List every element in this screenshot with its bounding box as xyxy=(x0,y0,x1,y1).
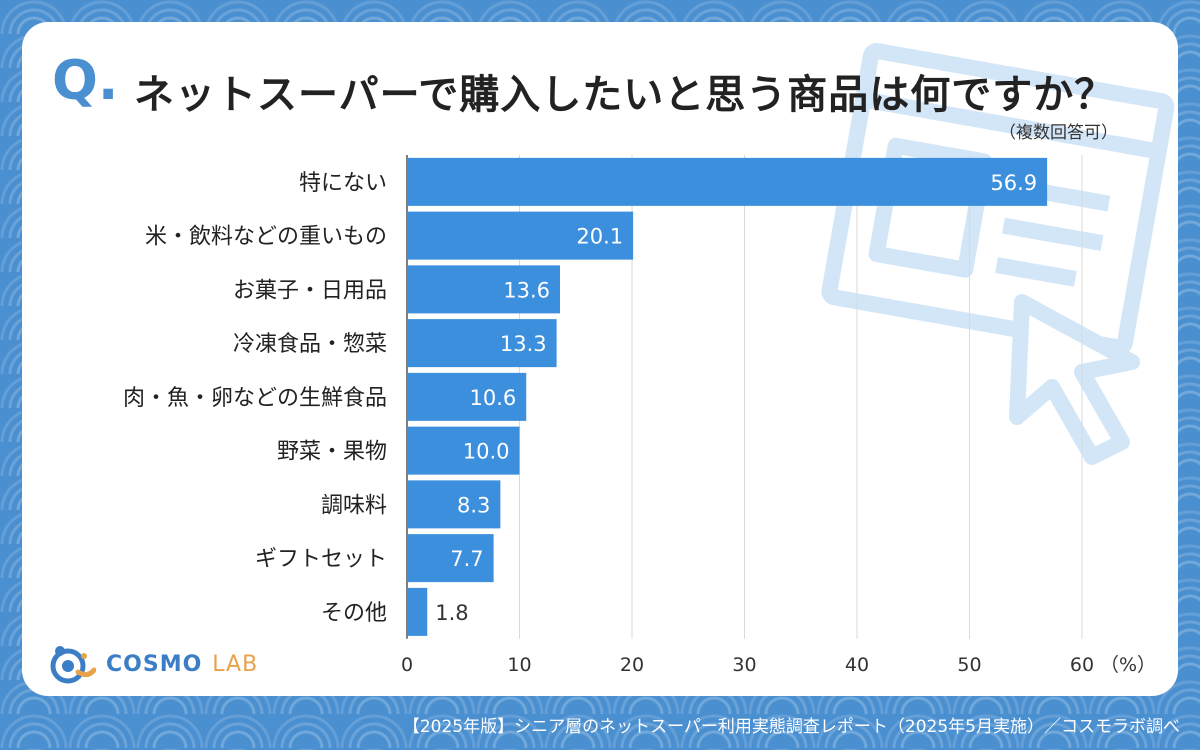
bar xyxy=(407,587,428,636)
question-mark-label: Q. xyxy=(52,49,119,112)
category-label: 野菜・果物 xyxy=(277,440,387,465)
category-label: お菓子・日用品 xyxy=(233,278,387,303)
value-label: 7.7 xyxy=(450,547,483,571)
value-label: 56.9 xyxy=(990,171,1037,195)
chart-subtitle: （複数回答可） xyxy=(999,123,1118,143)
x-tick-label: 20 xyxy=(620,654,644,676)
value-label: 1.8 xyxy=(435,601,468,625)
value-label: 10.0 xyxy=(463,440,510,464)
x-tick-label: 60 xyxy=(1070,654,1094,676)
value-label: 8.3 xyxy=(457,493,490,517)
bar-chart: 0 10 20 30 40 50 60 （%） 特にない 56.9 米・飲料などの重いもの 20.1 お… xyxy=(123,155,1156,676)
category-label: 米・飲料などの重いもの xyxy=(145,225,387,250)
value-label: 10.6 xyxy=(469,386,516,410)
x-tick-label: 30 xyxy=(732,654,756,676)
logo: COSMO LAB xyxy=(48,644,258,684)
bar xyxy=(407,372,527,421)
bar xyxy=(407,265,560,314)
chart-card: Q. ネットスーパーで購入したいと思う商品は何ですか？ （複数回答可） 0 10 2… xyxy=(22,22,1178,696)
bar xyxy=(407,534,494,583)
category-label: その他 xyxy=(321,601,387,626)
x-unit-label: （%） xyxy=(1100,654,1156,676)
x-tick-label: 10 xyxy=(507,654,531,676)
category-label: 調味料 xyxy=(321,493,387,518)
logo-icon xyxy=(50,646,96,684)
source-footer: 【2025年版】シニア層のネットスーパー利用実態調査レポート（2025年5月実施… xyxy=(402,717,1180,737)
x-tick-label: 40 xyxy=(845,654,869,676)
value-label: 13.3 xyxy=(500,332,547,356)
category-label: 肉・魚・卵などの生鮮食品 xyxy=(123,386,387,411)
category-label: ギフトセット xyxy=(255,547,387,572)
bar xyxy=(407,319,557,368)
monitor-cursor-icon xyxy=(821,43,1175,465)
x-tick-label: 50 xyxy=(957,654,981,676)
value-label: 13.6 xyxy=(503,278,550,302)
category-label: 特にない xyxy=(299,171,387,196)
x-tick-label: 0 xyxy=(401,654,413,676)
bar xyxy=(407,211,634,260)
logo-cosmo-text: COSMO xyxy=(106,651,203,677)
bar xyxy=(407,426,520,475)
bar xyxy=(407,480,501,529)
value-label: 20.1 xyxy=(576,225,623,249)
bar xyxy=(407,157,1048,206)
logo-lab-text: LAB xyxy=(212,651,259,677)
chart-title: ネットスーパーで購入したいと思う商品は何ですか？ xyxy=(134,72,1116,118)
category-label: 冷凍食品・惣菜 xyxy=(233,332,387,357)
